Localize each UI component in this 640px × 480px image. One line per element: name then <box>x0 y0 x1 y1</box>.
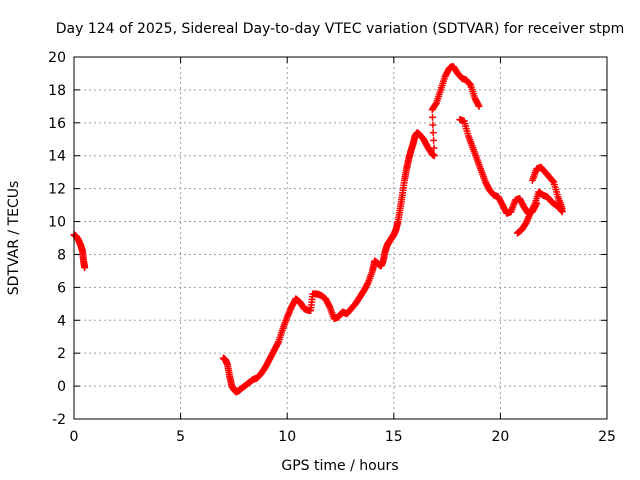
data-point <box>558 204 566 212</box>
y-tick-label: 14 <box>48 149 66 165</box>
y-tick-label: 6 <box>57 280 66 296</box>
data-point <box>429 121 437 129</box>
data-point <box>429 129 437 137</box>
y-tick-label: 18 <box>48 83 66 99</box>
data-point <box>81 264 89 272</box>
data-point <box>475 102 483 110</box>
data-point <box>429 113 437 121</box>
y-axis-label: SDTVAR / TECUs <box>6 181 22 296</box>
x-tick-label: 15 <box>385 429 403 445</box>
y-tick-label: 12 <box>48 182 66 198</box>
y-tick-label: 2 <box>57 346 66 362</box>
chart-title: Day 124 of 2025, Sidereal Day-to-day VTE… <box>56 21 625 37</box>
y-axis-ticks: -2 0 2 4 6 8 10 12 14 16 18 20 <box>48 50 607 428</box>
data-point <box>430 152 438 160</box>
y-tick-label: 8 <box>57 247 66 263</box>
y-tick-label: 10 <box>48 215 66 231</box>
x-tick-label: 5 <box>176 429 185 445</box>
grid-lines <box>74 57 607 419</box>
x-axis-label: GPS time / hours <box>281 458 398 474</box>
data-point <box>430 136 438 144</box>
data-points <box>70 63 566 396</box>
x-tick-label: 0 <box>70 429 79 445</box>
x-tick-label: 25 <box>598 429 616 445</box>
y-tick-label: -2 <box>52 412 66 428</box>
plot-frame <box>73 56 608 420</box>
x-tick-label: 20 <box>491 429 509 445</box>
y-tick-label: 0 <box>57 379 66 395</box>
data-point <box>430 144 438 152</box>
x-axis-ticks: 0 5 10 15 20 25 <box>70 57 616 445</box>
y-tick-label: 20 <box>48 50 66 66</box>
y-tick-label: 16 <box>48 116 66 132</box>
x-tick-label: 10 <box>278 429 296 445</box>
y-tick-label: 4 <box>57 313 66 329</box>
